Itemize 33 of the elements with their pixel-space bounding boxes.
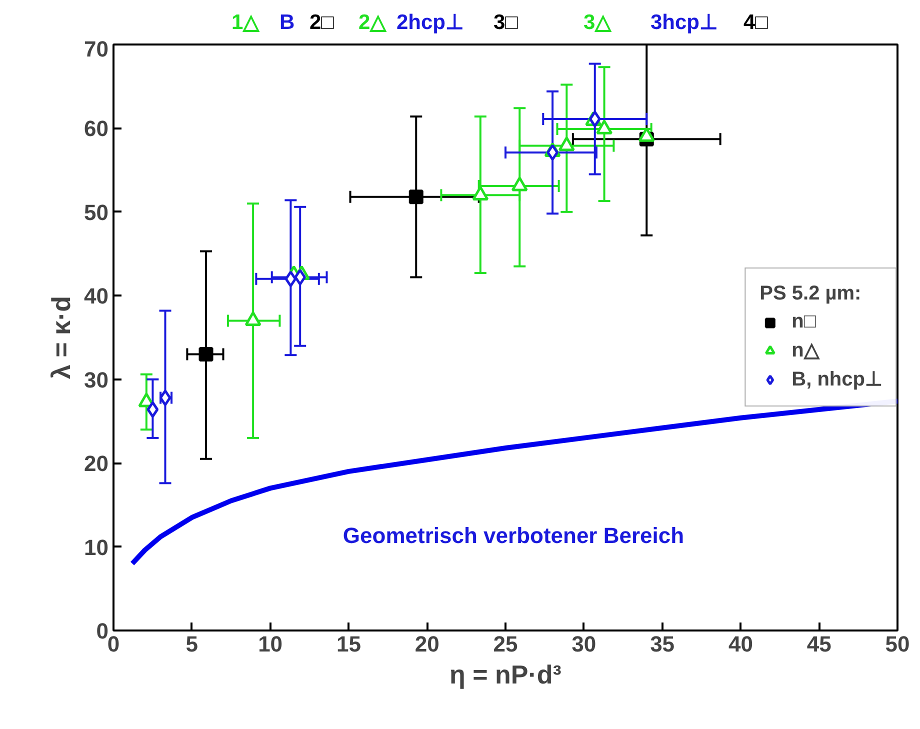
x-tick-label: 20: [414, 632, 440, 656]
x-tick-label: 45: [806, 632, 832, 656]
y-axis-title: λ = κ·d: [46, 296, 76, 380]
text: 4□: [744, 11, 768, 34]
x-tick-label: 15: [336, 632, 361, 656]
legend-label: n□: [792, 310, 816, 334]
x-tick-label: 10: [258, 632, 283, 656]
x-axis-title: η = nP·d³: [450, 660, 562, 690]
text: 2hcp⊥: [396, 11, 464, 34]
y-tick-label: 40: [84, 284, 109, 309]
y-tick-label: 10: [84, 534, 109, 560]
x-tick-label: 40: [728, 632, 753, 656]
text: 3□: [494, 11, 518, 34]
y-tick-label: 70: [84, 36, 109, 62]
text: B: [280, 11, 295, 34]
x-tick-label: 30: [572, 632, 596, 656]
text: 2□: [310, 11, 334, 34]
x-tick-label: 25: [493, 632, 518, 656]
x-tick-label: 35: [650, 632, 675, 656]
text: 2△: [358, 11, 388, 34]
text: 3△: [584, 11, 612, 34]
text: 3hcp⊥: [650, 11, 718, 34]
y-tick-label: 30: [84, 367, 109, 392]
legend-label: n△: [792, 338, 819, 362]
text: 1△: [232, 11, 260, 34]
y-tick-label: 50: [84, 200, 109, 225]
x-tick-label: 5: [186, 632, 198, 656]
annotation: Geometrisch verbotener Bereich: [342, 523, 684, 548]
y-tick-label: 60: [84, 116, 109, 142]
y-tick-label: 20: [84, 451, 109, 476]
legend-label: B, nhcp⊥: [792, 368, 882, 392]
legend-title: PS 5.2 µm:: [760, 282, 862, 306]
x-tick-label: 50: [885, 632, 910, 656]
